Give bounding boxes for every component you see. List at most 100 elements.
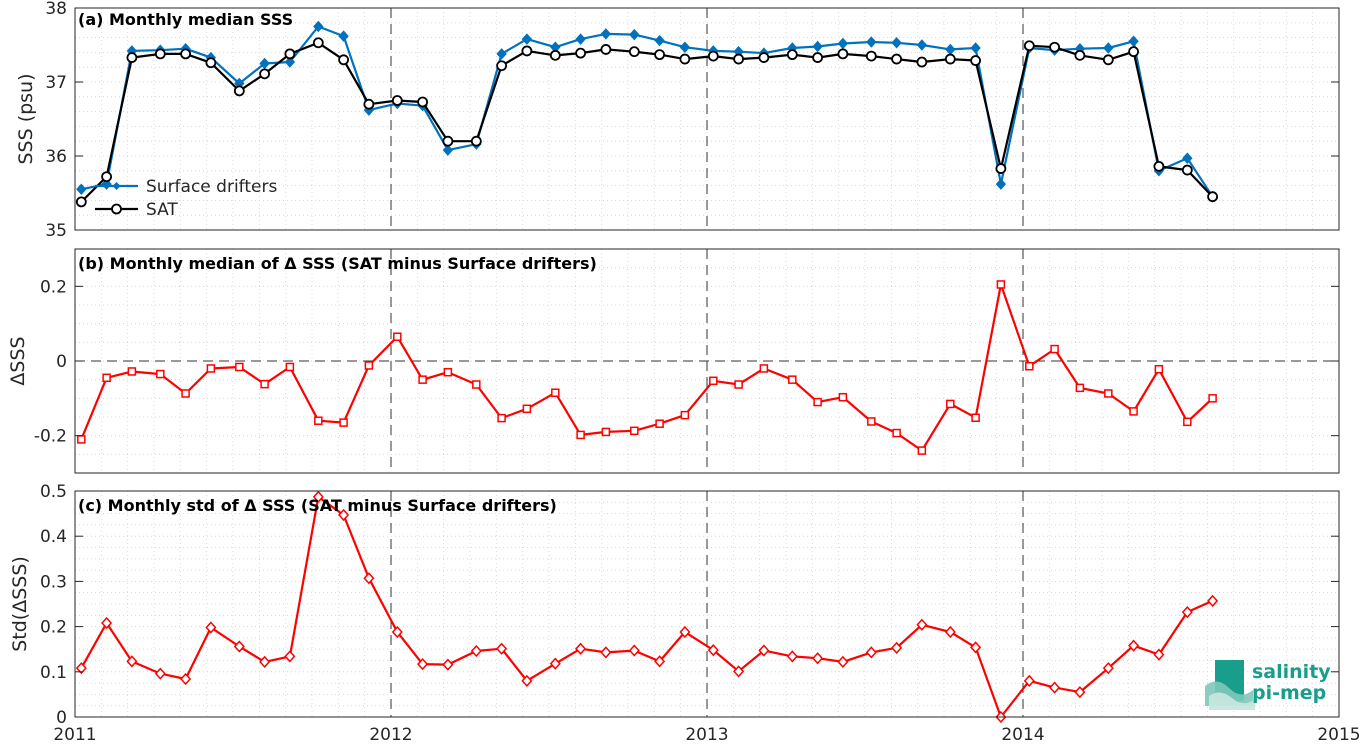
data-point [1049,41,1060,53]
data-point [338,54,350,66]
data-point [1128,639,1140,652]
data-point [126,655,138,668]
y-tick-layer: 35 36 37 38 [45,0,1339,241]
data-point [1182,152,1193,164]
data-point [101,616,113,630]
salinity-pi-mep-logo: salinity pi-mep [1205,660,1331,710]
series-layer [75,490,1219,724]
data-point [363,572,375,585]
logo-text-line2: pi-mep [1252,682,1326,704]
data-point [1181,164,1193,176]
data-point [154,48,166,60]
data-point [156,369,165,379]
data-point [521,674,533,687]
panel-a: 35 36 37 38 (a) Monthly median SSS SSS (psu… [15,0,1340,241]
axes-frame [74,7,1340,231]
data-point [892,428,901,438]
y-tick-label: 0 [56,352,67,372]
data-point [758,644,770,657]
legend-marker-sat [111,203,122,215]
data-point [995,178,1007,190]
data-point [233,85,245,97]
data-point [496,60,508,72]
data-point [946,399,955,409]
data-point [233,640,245,653]
data-point [260,379,269,389]
data-point [338,508,350,522]
data-point [364,361,374,370]
data-point [971,413,980,422]
data-point [339,418,348,427]
data-point [575,33,586,45]
legend-label-sat: SAT [146,200,178,220]
data-point [284,48,296,60]
data-point [1128,46,1139,58]
data-point [1102,662,1114,675]
data-point [101,171,112,183]
data-point [1181,606,1193,619]
data-point [1129,407,1138,416]
data-point [205,57,217,69]
data-point [522,404,532,414]
data-point [1074,49,1086,61]
data-point [391,95,403,106]
data-point [180,48,192,60]
data-point [126,52,138,63]
y-axis-label-c: Std(ΔSSS) [9,556,31,652]
data-point [734,380,743,389]
data-point [759,364,769,373]
data-point [970,42,981,54]
data-point [837,48,849,60]
data-point [497,413,506,423]
x-tick-label: 2015 [1317,725,1360,745]
y-tick-layer: 0 0.1 0.2 0.3 0.4 0.5 [40,482,1339,728]
reference-lines [75,249,1339,473]
data-point [733,53,744,65]
data-point [205,621,217,634]
panel-title-c: (c) Monthly std of Δ SSS (SAT minus Surf… [78,496,557,515]
data-point [812,52,823,63]
y-tick-label: 0.5 [40,482,67,502]
data-point [707,643,719,657]
data-point [837,655,849,668]
data-point [442,144,454,156]
data-point [600,28,612,40]
data-point [470,135,482,147]
y-axis-label-a: SSS (psu) [15,73,37,164]
data-point [472,380,481,389]
data-point [628,46,640,58]
data-point [601,427,611,437]
data-point [418,375,427,384]
data-point [680,410,690,420]
data-point [1050,344,1059,354]
data-point [338,30,349,42]
data-point [865,646,877,659]
y-tick-layer: -0.2 0 0.2 [34,277,1339,447]
data-point [655,419,664,428]
data-point [496,48,507,60]
data-point [521,33,533,45]
data-point [284,56,296,68]
data-point [312,37,324,49]
x-tick-label: 2013 [685,725,728,745]
reference-lines [390,491,1024,717]
data-point [867,417,876,426]
y-tick-label: 36 [45,147,67,167]
legend-marker-drifters [112,182,121,190]
data-point [1103,42,1114,54]
data-point [1153,160,1165,172]
data-point [758,52,770,63]
panel-b: -0.2 0 0.2 (b) Monthly median of Δ SSS (SA… [7,248,1340,474]
data-point [576,430,585,440]
data-point [235,362,244,372]
data-point [654,49,665,61]
wave-icon [1205,660,1255,710]
x-tick-label: 2014 [1001,725,1044,745]
data-point [944,53,956,65]
data-point [600,44,612,55]
y-tick-label: 0.3 [40,572,67,592]
data-point [1023,40,1035,52]
data-point [629,28,640,41]
data-point [180,672,192,686]
